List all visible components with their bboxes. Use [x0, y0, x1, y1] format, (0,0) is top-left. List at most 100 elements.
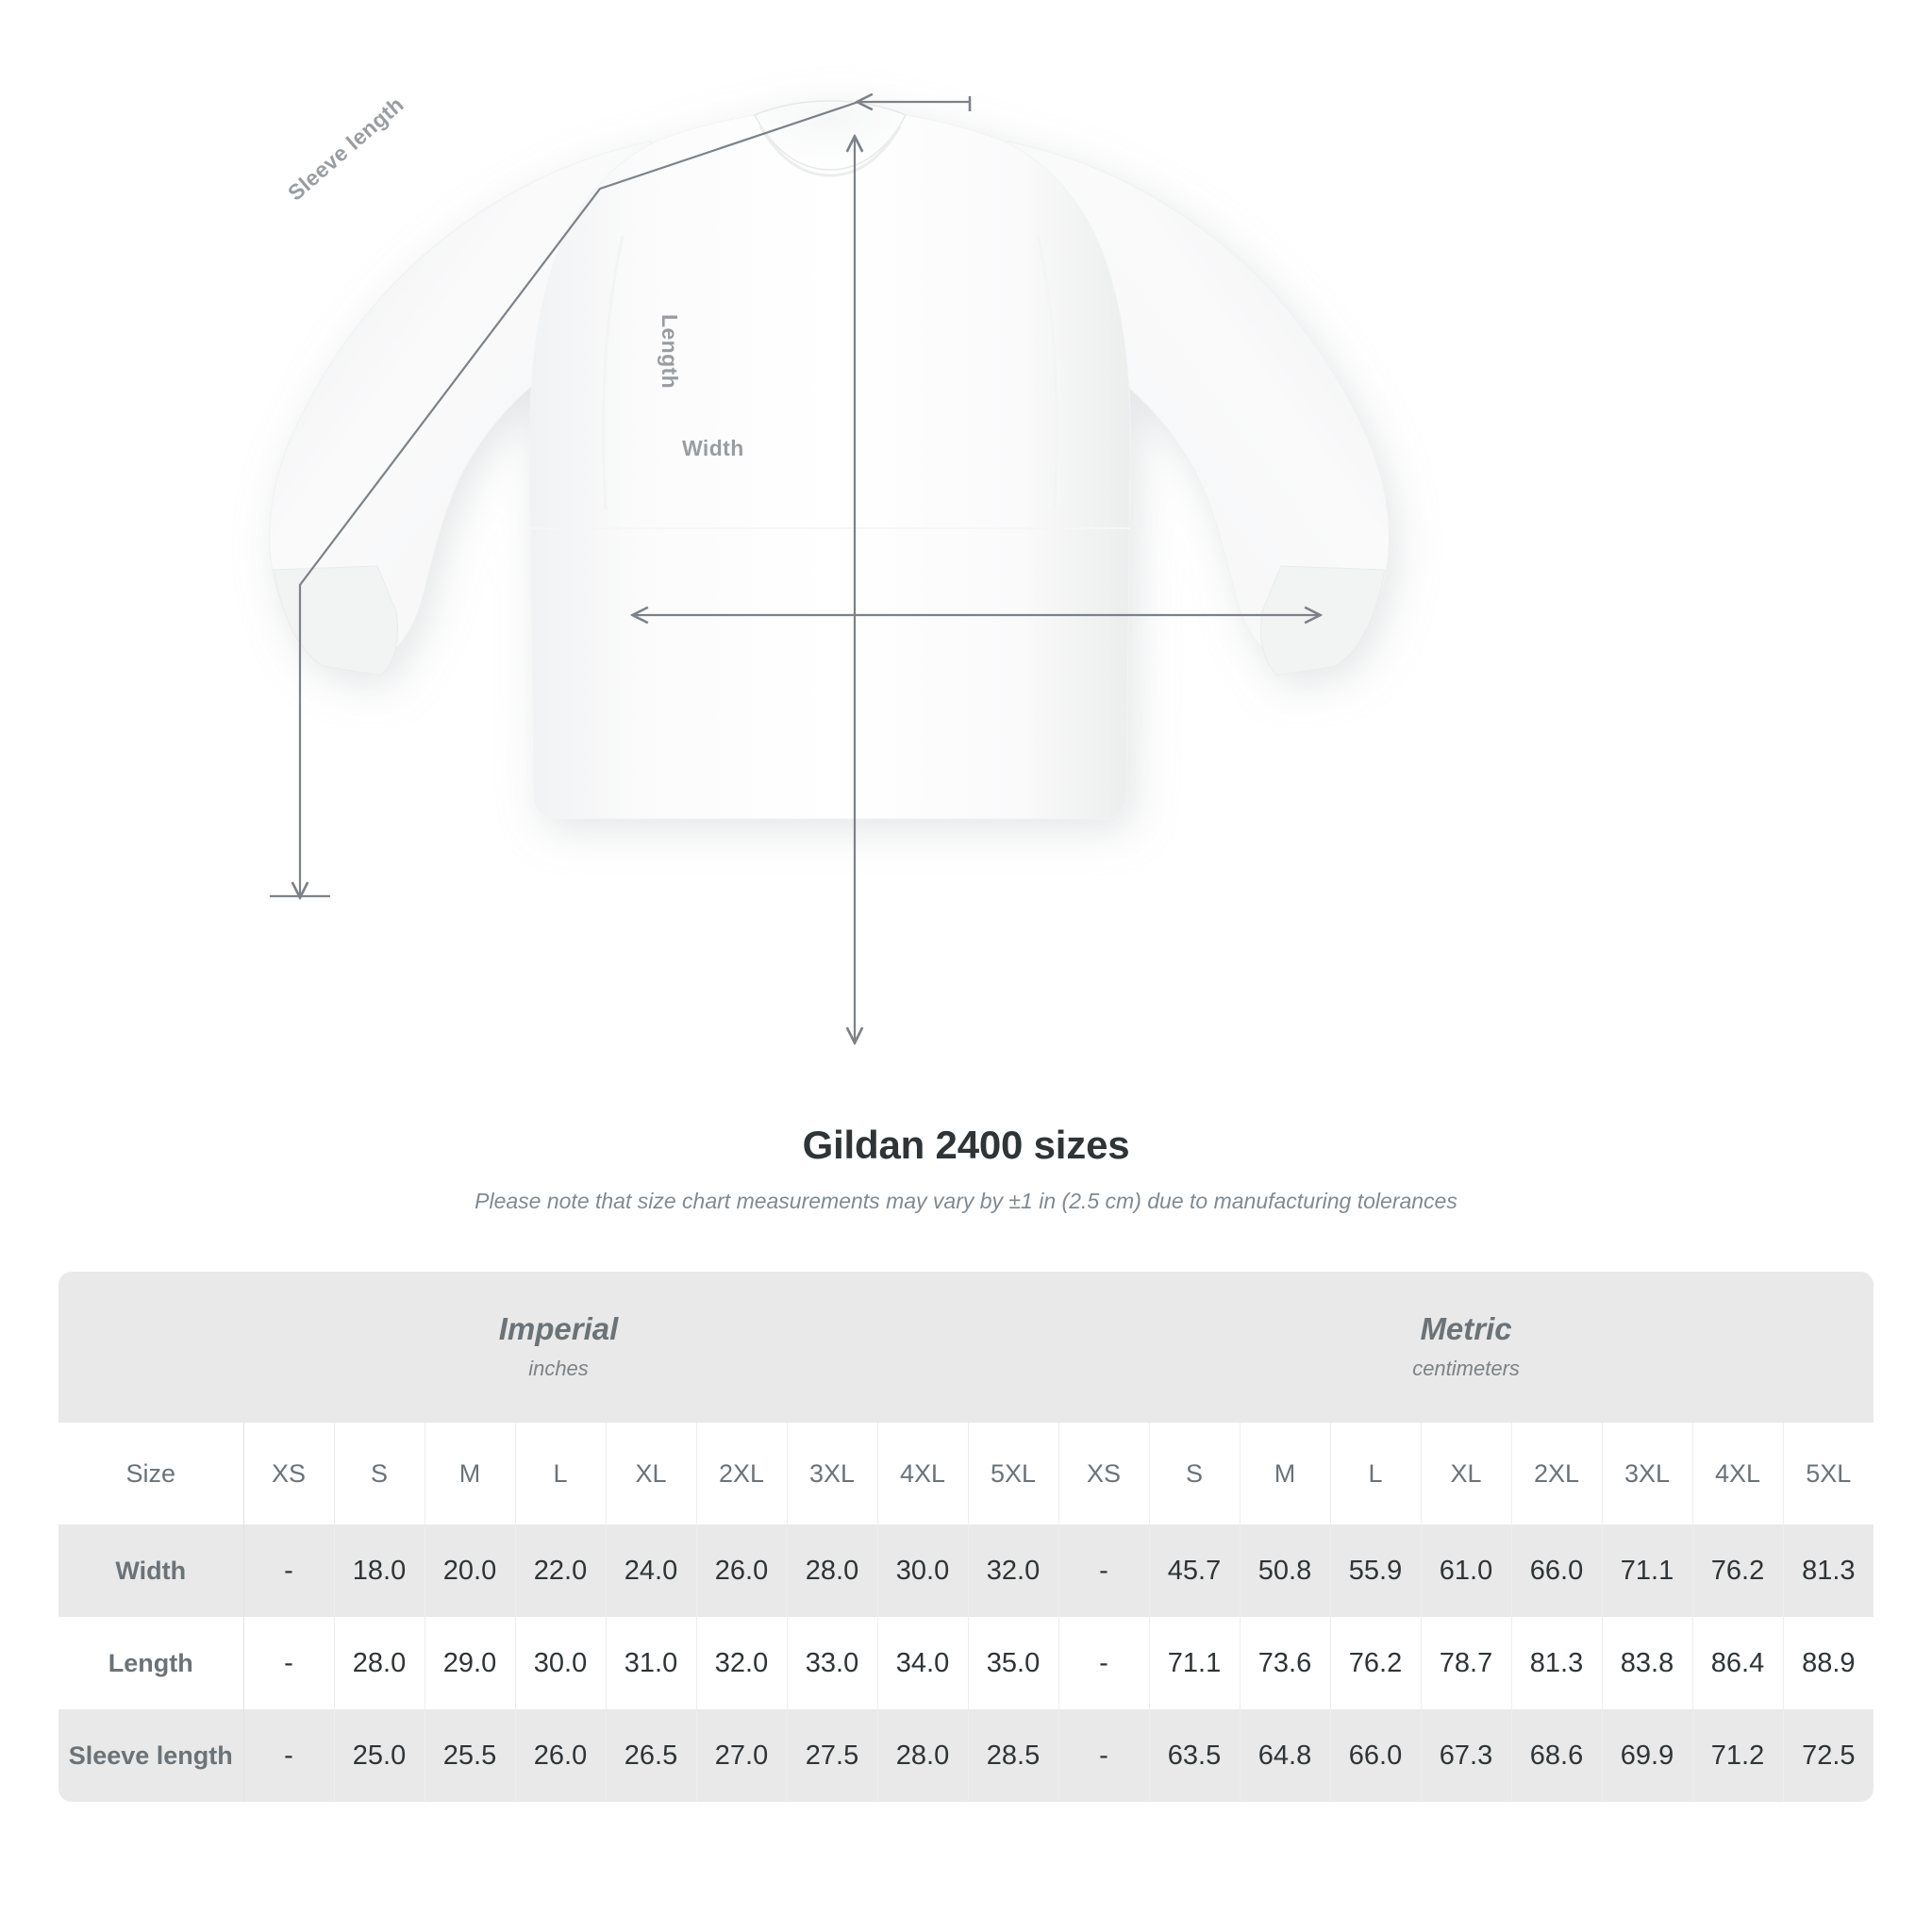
cell-sleeve-imp-xs: -: [243, 1709, 335, 1802]
cell-width-imp-xs: -: [243, 1524, 335, 1617]
size-table-wrap: Imperial inches Metric centimeters Size …: [58, 1272, 1874, 1802]
cell-sleeve-imp-5xl: 28.5: [968, 1709, 1059, 1802]
length-label: Length: [658, 314, 682, 390]
cell-length-imp-xl: 31.0: [606, 1617, 697, 1709]
table-row: Width - 18.0 20.0 22.0 24.0 26.0 28.0 30…: [58, 1524, 1874, 1617]
size-header-imp-xs: XS: [243, 1423, 335, 1524]
cell-sleeve-imp-m: 25.5: [425, 1709, 516, 1802]
size-header-imp-2xl: 2XL: [696, 1423, 788, 1524]
cell-width-met-l: 55.9: [1330, 1524, 1422, 1617]
cell-width-imp-3xl: 28.0: [787, 1524, 878, 1617]
cell-sleeve-met-s: 63.5: [1149, 1709, 1241, 1802]
cell-sleeve-met-3xl: 69.9: [1602, 1709, 1693, 1802]
size-table: Imperial inches Metric centimeters Size …: [58, 1272, 1874, 1802]
size-header-met-s: S: [1149, 1423, 1241, 1524]
size-header-label: Size: [58, 1423, 244, 1524]
cell-sleeve-imp-l: 26.0: [515, 1709, 607, 1802]
cell-sleeve-imp-3xl: 27.5: [787, 1709, 878, 1802]
size-header-met-4xl: 4XL: [1692, 1423, 1784, 1524]
size-header-row: Size XS S M L XL 2XL 3XL 4XL 5XL XS S M …: [58, 1423, 1874, 1524]
unit-cell-metric: Metric centimeters: [1058, 1272, 1874, 1423]
unit-header-row: Imperial inches Metric centimeters: [58, 1272, 1874, 1423]
cell-width-imp-xl: 24.0: [606, 1524, 697, 1617]
row-label-sleeve-length: Sleeve length: [58, 1709, 244, 1802]
size-header-imp-xl: XL: [606, 1423, 697, 1524]
cell-length-imp-xs: -: [243, 1617, 335, 1709]
cell-width-met-s: 45.7: [1149, 1524, 1241, 1617]
cell-length-imp-4xl: 34.0: [877, 1617, 969, 1709]
cell-length-met-4xl: 86.4: [1692, 1617, 1784, 1709]
size-header-imp-5xl: 5XL: [968, 1423, 1059, 1524]
size-header-met-5xl: 5XL: [1783, 1423, 1874, 1524]
shirt-graphic: [269, 100, 1390, 820]
cell-sleeve-met-2xl: 68.6: [1511, 1709, 1603, 1802]
cell-length-met-s: 71.1: [1149, 1617, 1241, 1709]
cell-sleeve-imp-2xl: 27.0: [696, 1709, 788, 1802]
unit-name-imperial: Imperial: [498, 1310, 619, 1346]
cell-sleeve-met-xs: -: [1058, 1709, 1150, 1802]
unit-name-metric: Metric: [1420, 1310, 1512, 1346]
unit-sub-metric: centimeters: [1412, 1357, 1520, 1381]
page-title: Gildan 2400 sizes: [802, 1123, 1130, 1167]
cell-sleeve-met-xl: 67.3: [1421, 1709, 1512, 1802]
cell-length-met-xs: -: [1058, 1617, 1150, 1709]
width-label: Width: [682, 436, 744, 460]
cell-length-imp-2xl: 32.0: [696, 1617, 788, 1709]
row-label-width: Width: [58, 1524, 244, 1617]
cell-width-met-5xl: 81.3: [1783, 1524, 1874, 1617]
cell-length-imp-s: 28.0: [334, 1617, 425, 1709]
cell-sleeve-met-l: 66.0: [1330, 1709, 1422, 1802]
cell-sleeve-imp-s: 25.0: [334, 1709, 425, 1802]
size-header-met-2xl: 2XL: [1511, 1423, 1603, 1524]
table-row: Sleeve length - 25.0 25.5 26.0 26.5 27.0…: [58, 1709, 1874, 1802]
title-block: Gildan 2400 sizes Please note that size …: [0, 1123, 1932, 1214]
cell-width-met-2xl: 66.0: [1511, 1524, 1603, 1617]
cell-width-met-xl: 61.0: [1421, 1524, 1512, 1617]
unit-sub-imperial: inches: [528, 1357, 589, 1381]
cell-width-met-m: 50.8: [1240, 1524, 1331, 1617]
cell-width-met-4xl: 76.2: [1692, 1524, 1784, 1617]
cell-length-imp-3xl: 33.0: [787, 1617, 878, 1709]
table-row: Length - 28.0 29.0 30.0 31.0 32.0 33.0 3…: [58, 1617, 1874, 1709]
garment-svg: [269, 0, 1390, 1113]
cell-width-imp-2xl: 26.0: [696, 1524, 788, 1617]
row-label-length: Length: [58, 1617, 244, 1709]
cell-width-imp-l: 22.0: [515, 1524, 607, 1617]
cell-length-met-3xl: 83.8: [1602, 1617, 1693, 1709]
cell-length-imp-m: 29.0: [425, 1617, 516, 1709]
page-subtitle: Please note that size chart measurements…: [475, 1189, 1457, 1213]
cell-length-met-2xl: 81.3: [1511, 1617, 1603, 1709]
size-header-imp-s: S: [334, 1423, 425, 1524]
cell-sleeve-met-5xl: 72.5: [1783, 1709, 1874, 1802]
cell-length-met-xl: 78.7: [1421, 1617, 1512, 1709]
size-header-imp-3xl: 3XL: [787, 1423, 878, 1524]
measurement-guides: [270, 96, 1319, 1041]
cell-sleeve-met-4xl: 71.2: [1692, 1709, 1784, 1802]
size-header-met-m: M: [1240, 1423, 1331, 1524]
size-header-imp-l: L: [515, 1423, 607, 1524]
sleeve-length-guide: [300, 100, 859, 896]
cell-width-imp-4xl: 30.0: [877, 1524, 969, 1617]
cell-sleeve-met-m: 64.8: [1240, 1709, 1331, 1802]
size-header-met-3xl: 3XL: [1602, 1423, 1693, 1524]
size-header-met-xl: XL: [1421, 1423, 1512, 1524]
size-header-met-l: L: [1330, 1423, 1422, 1524]
size-header-met-xs: XS: [1058, 1423, 1150, 1524]
cell-width-imp-s: 18.0: [334, 1524, 425, 1617]
cell-sleeve-imp-xl: 26.5: [606, 1709, 697, 1802]
cell-sleeve-imp-4xl: 28.0: [877, 1709, 969, 1802]
cell-length-imp-5xl: 35.0: [968, 1617, 1059, 1709]
size-header-imp-4xl: 4XL: [877, 1423, 969, 1524]
size-header-imp-m: M: [425, 1423, 516, 1524]
cell-width-met-xs: -: [1058, 1524, 1150, 1617]
cell-length-met-m: 73.6: [1240, 1617, 1331, 1709]
garment-illustration: Sleeve length Length Width: [269, 0, 1390, 1113]
cell-length-imp-l: 30.0: [515, 1617, 607, 1709]
cell-length-met-5xl: 88.9: [1783, 1617, 1874, 1709]
unit-cell-imperial: Imperial inches: [58, 1272, 1058, 1423]
cell-width-imp-m: 20.0: [425, 1524, 516, 1617]
cell-width-imp-5xl: 32.0: [968, 1524, 1059, 1617]
cell-length-met-l: 76.2: [1330, 1617, 1422, 1709]
cell-width-met-3xl: 71.1: [1602, 1524, 1693, 1617]
